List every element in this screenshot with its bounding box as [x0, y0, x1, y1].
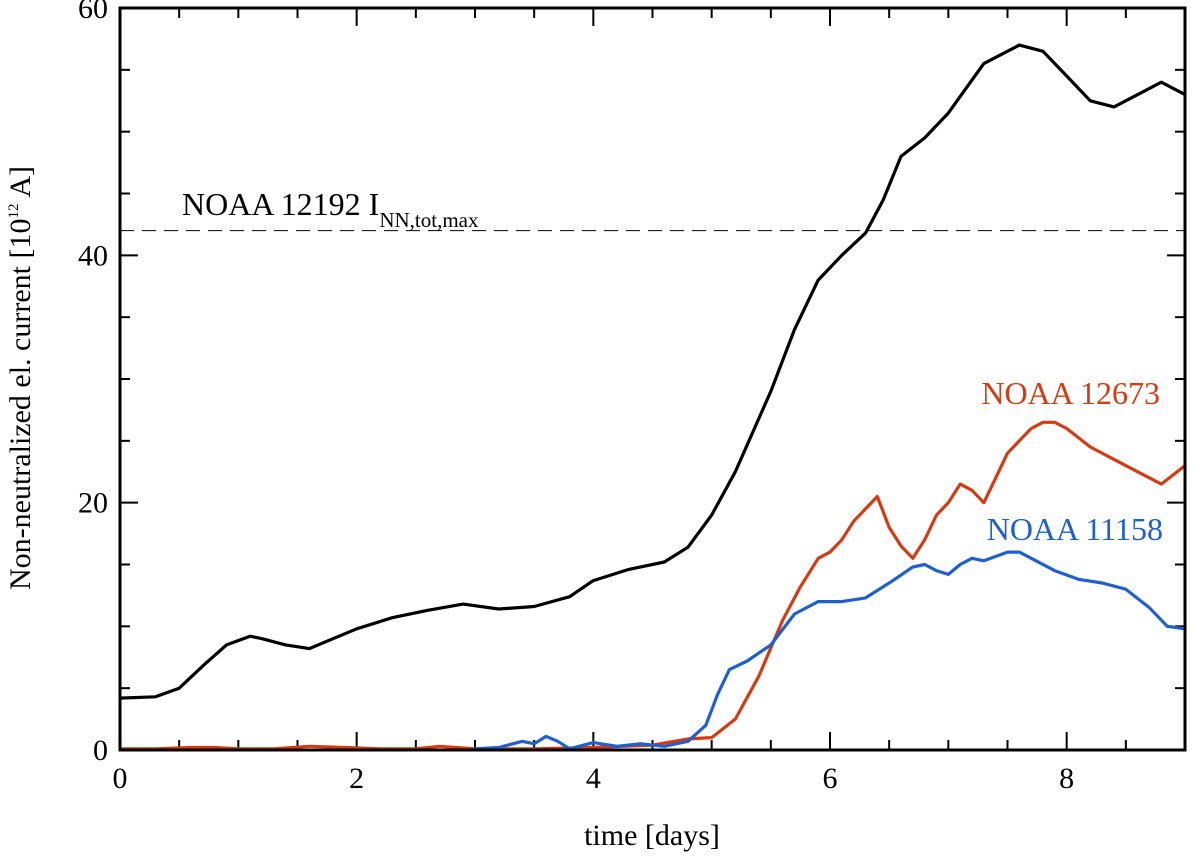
- reference-line-label: NOAA 12192 INN,tot,max: [182, 186, 479, 232]
- plot-frame: [118, 6, 1187, 752]
- x-tick-labels: 0 2 4 6 8: [113, 762, 1075, 795]
- x-tick-label: 8: [1059, 762, 1074, 795]
- series-line-noaa-11158: [473, 550, 1187, 751]
- y-tick-label: 20: [78, 487, 108, 520]
- series-line-noaa-12673: [118, 420, 1187, 751]
- y-tick-labels: 0 20 40 60: [78, 0, 108, 767]
- y-tick-label: 0: [93, 734, 108, 767]
- series-label-noaa-11158: NOAA 11158: [987, 511, 1163, 547]
- x-tick-label: 0: [113, 762, 128, 795]
- x-tick-label: 6: [823, 762, 838, 795]
- x-axis-title: time [days]: [584, 819, 720, 852]
- y-axis-title: Non-neutralized el. current [1012 A]: [4, 166, 37, 590]
- series-label-noaa-12673: NOAA 12673: [981, 375, 1160, 411]
- series-line-noaa-12192: [118, 43, 1187, 700]
- y-tick-label: 40: [78, 239, 108, 272]
- y-tick-label: 60: [78, 0, 108, 25]
- x-tick-label: 2: [349, 762, 364, 795]
- x-tick-label: 4: [586, 762, 601, 795]
